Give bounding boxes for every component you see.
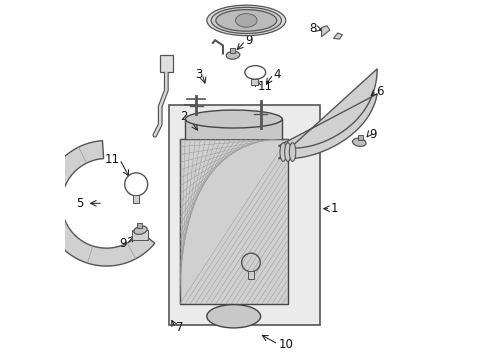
Ellipse shape [284, 143, 290, 161]
Text: 6: 6 [376, 85, 383, 98]
Text: 1: 1 [330, 202, 337, 215]
Text: 5: 5 [76, 197, 83, 210]
Polygon shape [278, 69, 376, 159]
Bar [247, 271, 254, 279]
Ellipse shape [289, 143, 295, 161]
Ellipse shape [280, 143, 286, 161]
Bar [160, 55, 172, 72]
Text: 4: 4 [273, 68, 280, 81]
Text: 10: 10 [278, 338, 292, 351]
Ellipse shape [134, 226, 147, 234]
Text: 11: 11 [104, 153, 120, 166]
Ellipse shape [206, 305, 260, 328]
Text: 9: 9 [368, 127, 376, 141]
Polygon shape [333, 33, 342, 39]
Text: 9: 9 [245, 34, 253, 48]
Polygon shape [321, 26, 329, 37]
Text: 2: 2 [180, 110, 187, 123]
Bar [185, 119, 282, 139]
Bar [133, 195, 139, 203]
Bar [357, 135, 362, 140]
Ellipse shape [215, 10, 276, 31]
Text: 11: 11 [258, 80, 273, 93]
Ellipse shape [235, 14, 257, 27]
Bar [251, 78, 258, 85]
Polygon shape [43, 141, 155, 266]
Text: 3: 3 [194, 68, 202, 81]
FancyBboxPatch shape [132, 230, 148, 240]
Ellipse shape [211, 7, 281, 33]
Bar [137, 223, 142, 228]
Text: 8: 8 [309, 22, 316, 35]
Bar [230, 48, 235, 53]
Ellipse shape [352, 138, 365, 147]
Text: 7: 7 [175, 321, 183, 334]
Ellipse shape [185, 110, 282, 128]
Bar [180, 139, 287, 304]
Text: 9: 9 [119, 237, 126, 250]
Ellipse shape [226, 51, 239, 59]
Ellipse shape [206, 5, 285, 36]
Bar [169, 105, 319, 325]
